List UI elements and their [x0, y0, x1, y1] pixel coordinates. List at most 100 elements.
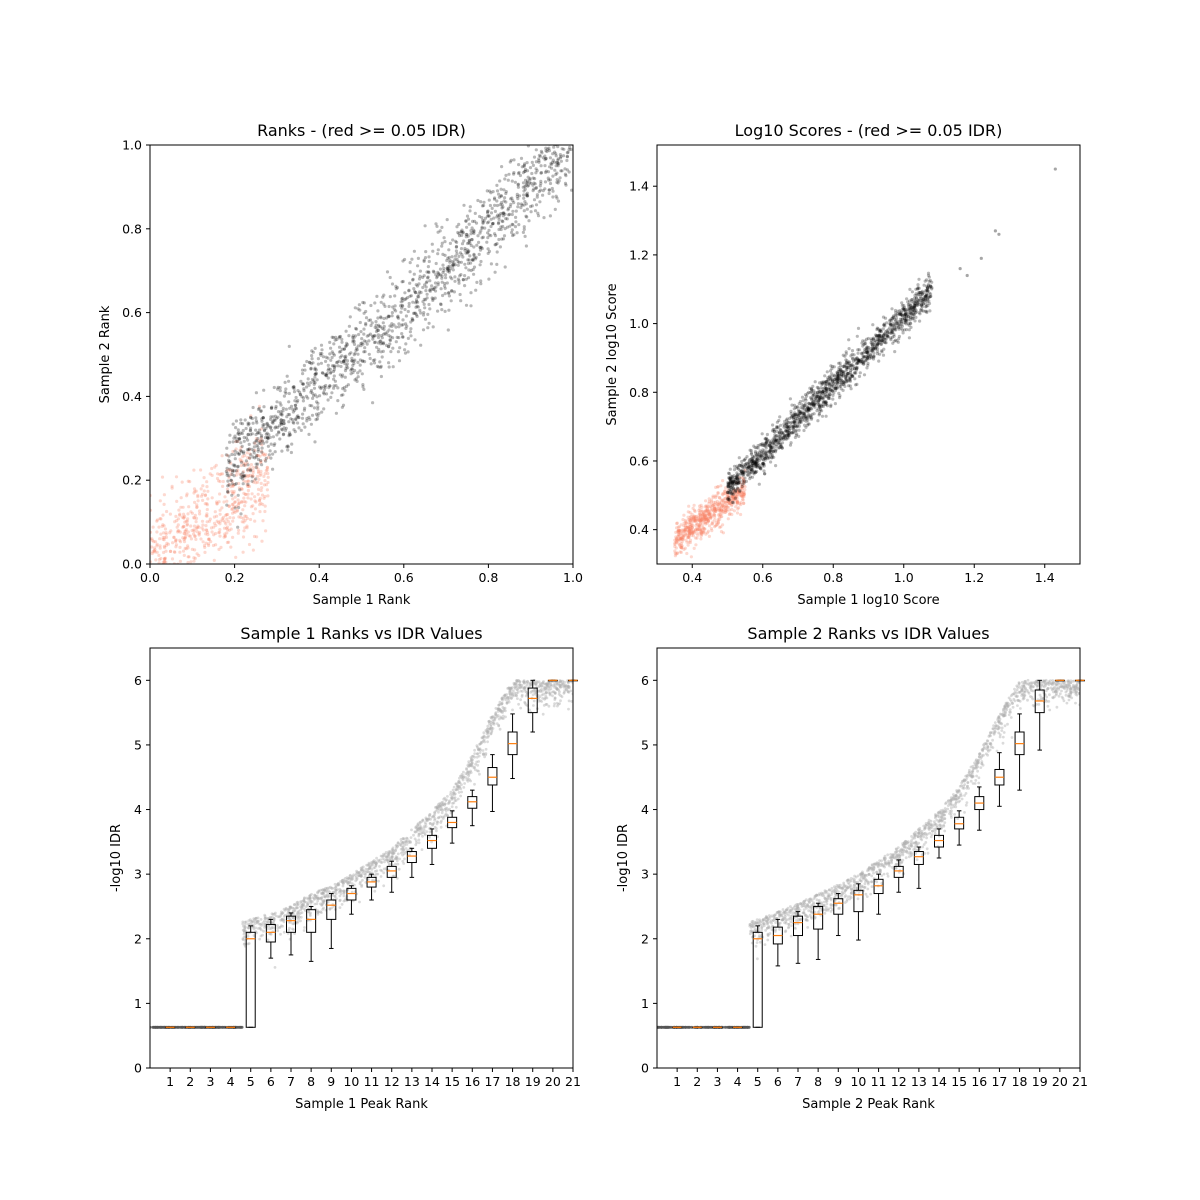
- data-point-fail: [724, 508, 729, 512]
- data-point-pass: [231, 422, 235, 426]
- data-point-pass: [548, 214, 553, 218]
- data-point-pass: [463, 262, 467, 266]
- data-point-pass: [274, 404, 278, 409]
- data-point-pass: [322, 392, 326, 396]
- data-point-fail: [182, 540, 187, 544]
- data-point-pass: [468, 254, 472, 258]
- data-point-pass: [439, 273, 443, 277]
- data-point-pass: [407, 301, 411, 306]
- data-point-fail: [713, 494, 717, 498]
- data-point-fail: [723, 510, 728, 514]
- data-point-pass: [483, 226, 487, 230]
- data-point-pass: [856, 358, 860, 362]
- data-point-pass: [486, 231, 490, 235]
- data-point-fail: [170, 568, 173, 571]
- data-point-pass: [308, 361, 312, 365]
- data-point-fail: [174, 566, 177, 569]
- data-point-fail: [707, 512, 711, 516]
- data-point-fail: [194, 526, 198, 531]
- data-point-fail: [240, 499, 244, 504]
- data-point-pass: [262, 405, 266, 409]
- data-point-pass: [455, 225, 459, 229]
- data-point-fail: [218, 519, 223, 523]
- data-point-pass: [537, 153, 542, 157]
- data-point-pass: [847, 384, 851, 388]
- data-point-pass: [313, 366, 317, 370]
- data-point-fail: [682, 547, 686, 552]
- data-point-pass: [469, 304, 473, 308]
- data-point-fail: [183, 514, 187, 519]
- data-point-pass: [466, 258, 470, 262]
- data-point-pass: [510, 228, 514, 232]
- data-point-fail: [231, 535, 235, 540]
- x-tick-label: 1.2: [964, 570, 984, 585]
- data-point-fail: [720, 492, 725, 496]
- data-point-pass: [746, 465, 751, 469]
- data-point-pass: [503, 265, 507, 269]
- data-point-fail: [155, 518, 159, 522]
- data-point-pass: [876, 342, 880, 347]
- data-point-fail: [218, 492, 222, 496]
- data-point-fail: [699, 518, 703, 523]
- data-point-pass: [256, 431, 260, 435]
- data-point-pass: [497, 217, 501, 222]
- data-point-fail: [704, 516, 708, 521]
- data-point-fail: [703, 517, 707, 522]
- data-point-pass: [769, 460, 773, 464]
- data-point-pass: [806, 409, 810, 413]
- data-point-fail: [214, 523, 218, 528]
- data-point-fail: [735, 501, 739, 505]
- data-point-pass: [299, 428, 303, 432]
- data-point-pass: [259, 458, 263, 463]
- data-point-pass: [853, 377, 857, 381]
- data-point-pass: [238, 436, 242, 441]
- data-point-pass: [820, 414, 825, 418]
- data-point-pass: [543, 154, 547, 158]
- data-point-pass: [435, 276, 439, 280]
- data-point-pass: [448, 267, 452, 271]
- data-point-pass: [504, 191, 508, 196]
- data-point-pass: [533, 127, 536, 130]
- data-point-fail: [181, 549, 186, 553]
- data-point-pass: [839, 364, 843, 368]
- data-point-pass: [487, 214, 491, 218]
- data-point-fail: [259, 481, 263, 485]
- data-point-pass: [863, 348, 867, 352]
- data-point-pass: [234, 436, 238, 440]
- data-point-fail: [707, 524, 712, 528]
- data-point-pass: [266, 437, 270, 441]
- data-point-pass: [426, 312, 430, 316]
- data-point-pass: [465, 214, 470, 218]
- data-point-pass: [233, 434, 237, 438]
- data-point-fail: [260, 443, 264, 447]
- data-point-pass: [386, 345, 391, 349]
- data-point-pass: [440, 241, 444, 245]
- data-point-pass: [358, 363, 362, 367]
- data-point-fail: [694, 531, 699, 535]
- data-point-pass: [379, 364, 383, 368]
- data-point-fail: [256, 480, 260, 484]
- data-point-pass: [549, 139, 552, 142]
- data-point-pass: [559, 133, 562, 136]
- data-point-fail: [718, 512, 722, 516]
- data-point-fail: [675, 526, 679, 530]
- data-point-fail: [722, 491, 726, 495]
- idr-point: [292, 928, 295, 931]
- chart-panel-3: 1 2 3 4 5 6 7 8 9 10 11 12 13 14 15 16 17 18 19 20 210123456…: [109, 624, 581, 1112]
- data-point-pass: [727, 489, 731, 493]
- data-point-pass: [765, 440, 769, 444]
- data-point-fail: [213, 465, 217, 469]
- data-point-pass: [831, 397, 835, 401]
- data-point-pass: [287, 431, 292, 435]
- data-point-pass: [230, 468, 235, 472]
- data-point-pass: [514, 209, 518, 213]
- data-point-pass: [339, 349, 343, 354]
- data-point-fail: [687, 532, 692, 536]
- data-point-pass: [565, 154, 569, 158]
- data-point-fail: [245, 524, 249, 528]
- idr-point: [401, 859, 405, 863]
- data-point-pass: [356, 352, 360, 356]
- data-point-pass: [265, 422, 269, 426]
- data-point-pass: [287, 434, 291, 438]
- data-point-fail: [695, 522, 699, 526]
